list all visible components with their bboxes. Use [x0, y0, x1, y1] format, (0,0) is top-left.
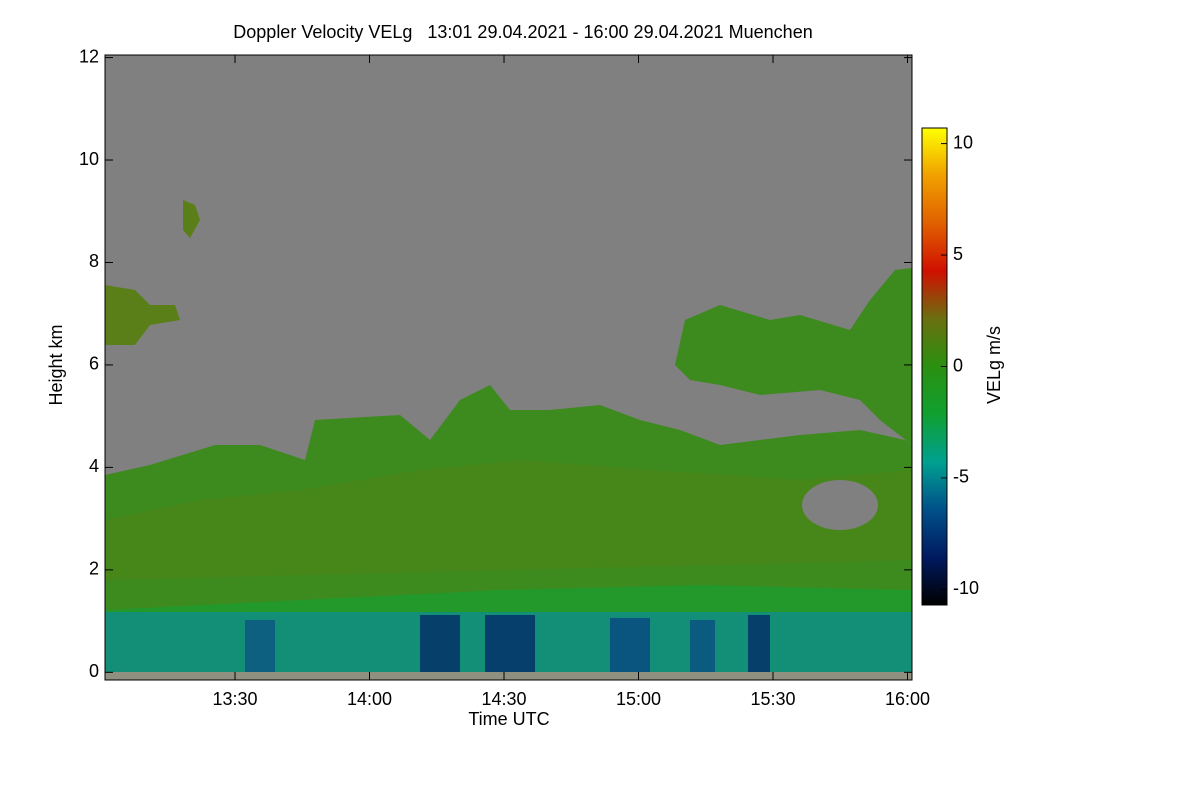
y-axis-label: Height km	[46, 324, 66, 405]
echo-region-green	[105, 585, 912, 620]
colorbar-tick-label: -10	[953, 578, 979, 598]
downdraft	[690, 620, 715, 672]
y-tick-label: 8	[89, 251, 99, 271]
downdraft	[610, 618, 650, 672]
echo-field	[105, 200, 912, 680]
y-tick-label: 6	[89, 354, 99, 374]
downdraft	[485, 615, 535, 672]
colorbar-label: VELg m/s	[984, 326, 1004, 404]
x-tick-label: 14:30	[481, 689, 526, 709]
y-tick-label: 4	[89, 456, 99, 476]
chart-title: Doppler Velocity VELg 13:01 29.04.2021 -…	[233, 22, 812, 42]
echo-gap	[802, 480, 878, 530]
echo-region-olive	[105, 460, 912, 580]
echo-left-patch	[105, 285, 180, 345]
x-tick-label: 15:00	[616, 689, 661, 709]
downdraft	[748, 615, 770, 672]
y-tick-label: 12	[79, 46, 99, 66]
colorbar-tick-label: 5	[953, 244, 963, 264]
y-tick-label: 10	[79, 149, 99, 169]
x-tick-label: 14:00	[347, 689, 392, 709]
y-tick-label: 0	[89, 661, 99, 681]
ground-strip	[105, 672, 912, 680]
y-tick-label: 2	[89, 559, 99, 579]
x-tick-label: 15:30	[750, 689, 795, 709]
downdraft	[245, 620, 275, 672]
x-tick-label: 16:00	[885, 689, 930, 709]
x-tick-label: 13:30	[212, 689, 257, 709]
echo-upper-right	[675, 268, 912, 445]
colorbar-tick-label: 0	[953, 355, 963, 375]
plot-frame	[104, 54, 913, 681]
downdraft	[420, 615, 460, 672]
echo-small-patch	[183, 200, 200, 238]
colorbar-tick-label: -5	[953, 467, 969, 487]
colorbar-tick-label: 10	[953, 132, 973, 152]
x-axis-label: Time UTC	[468, 709, 549, 729]
